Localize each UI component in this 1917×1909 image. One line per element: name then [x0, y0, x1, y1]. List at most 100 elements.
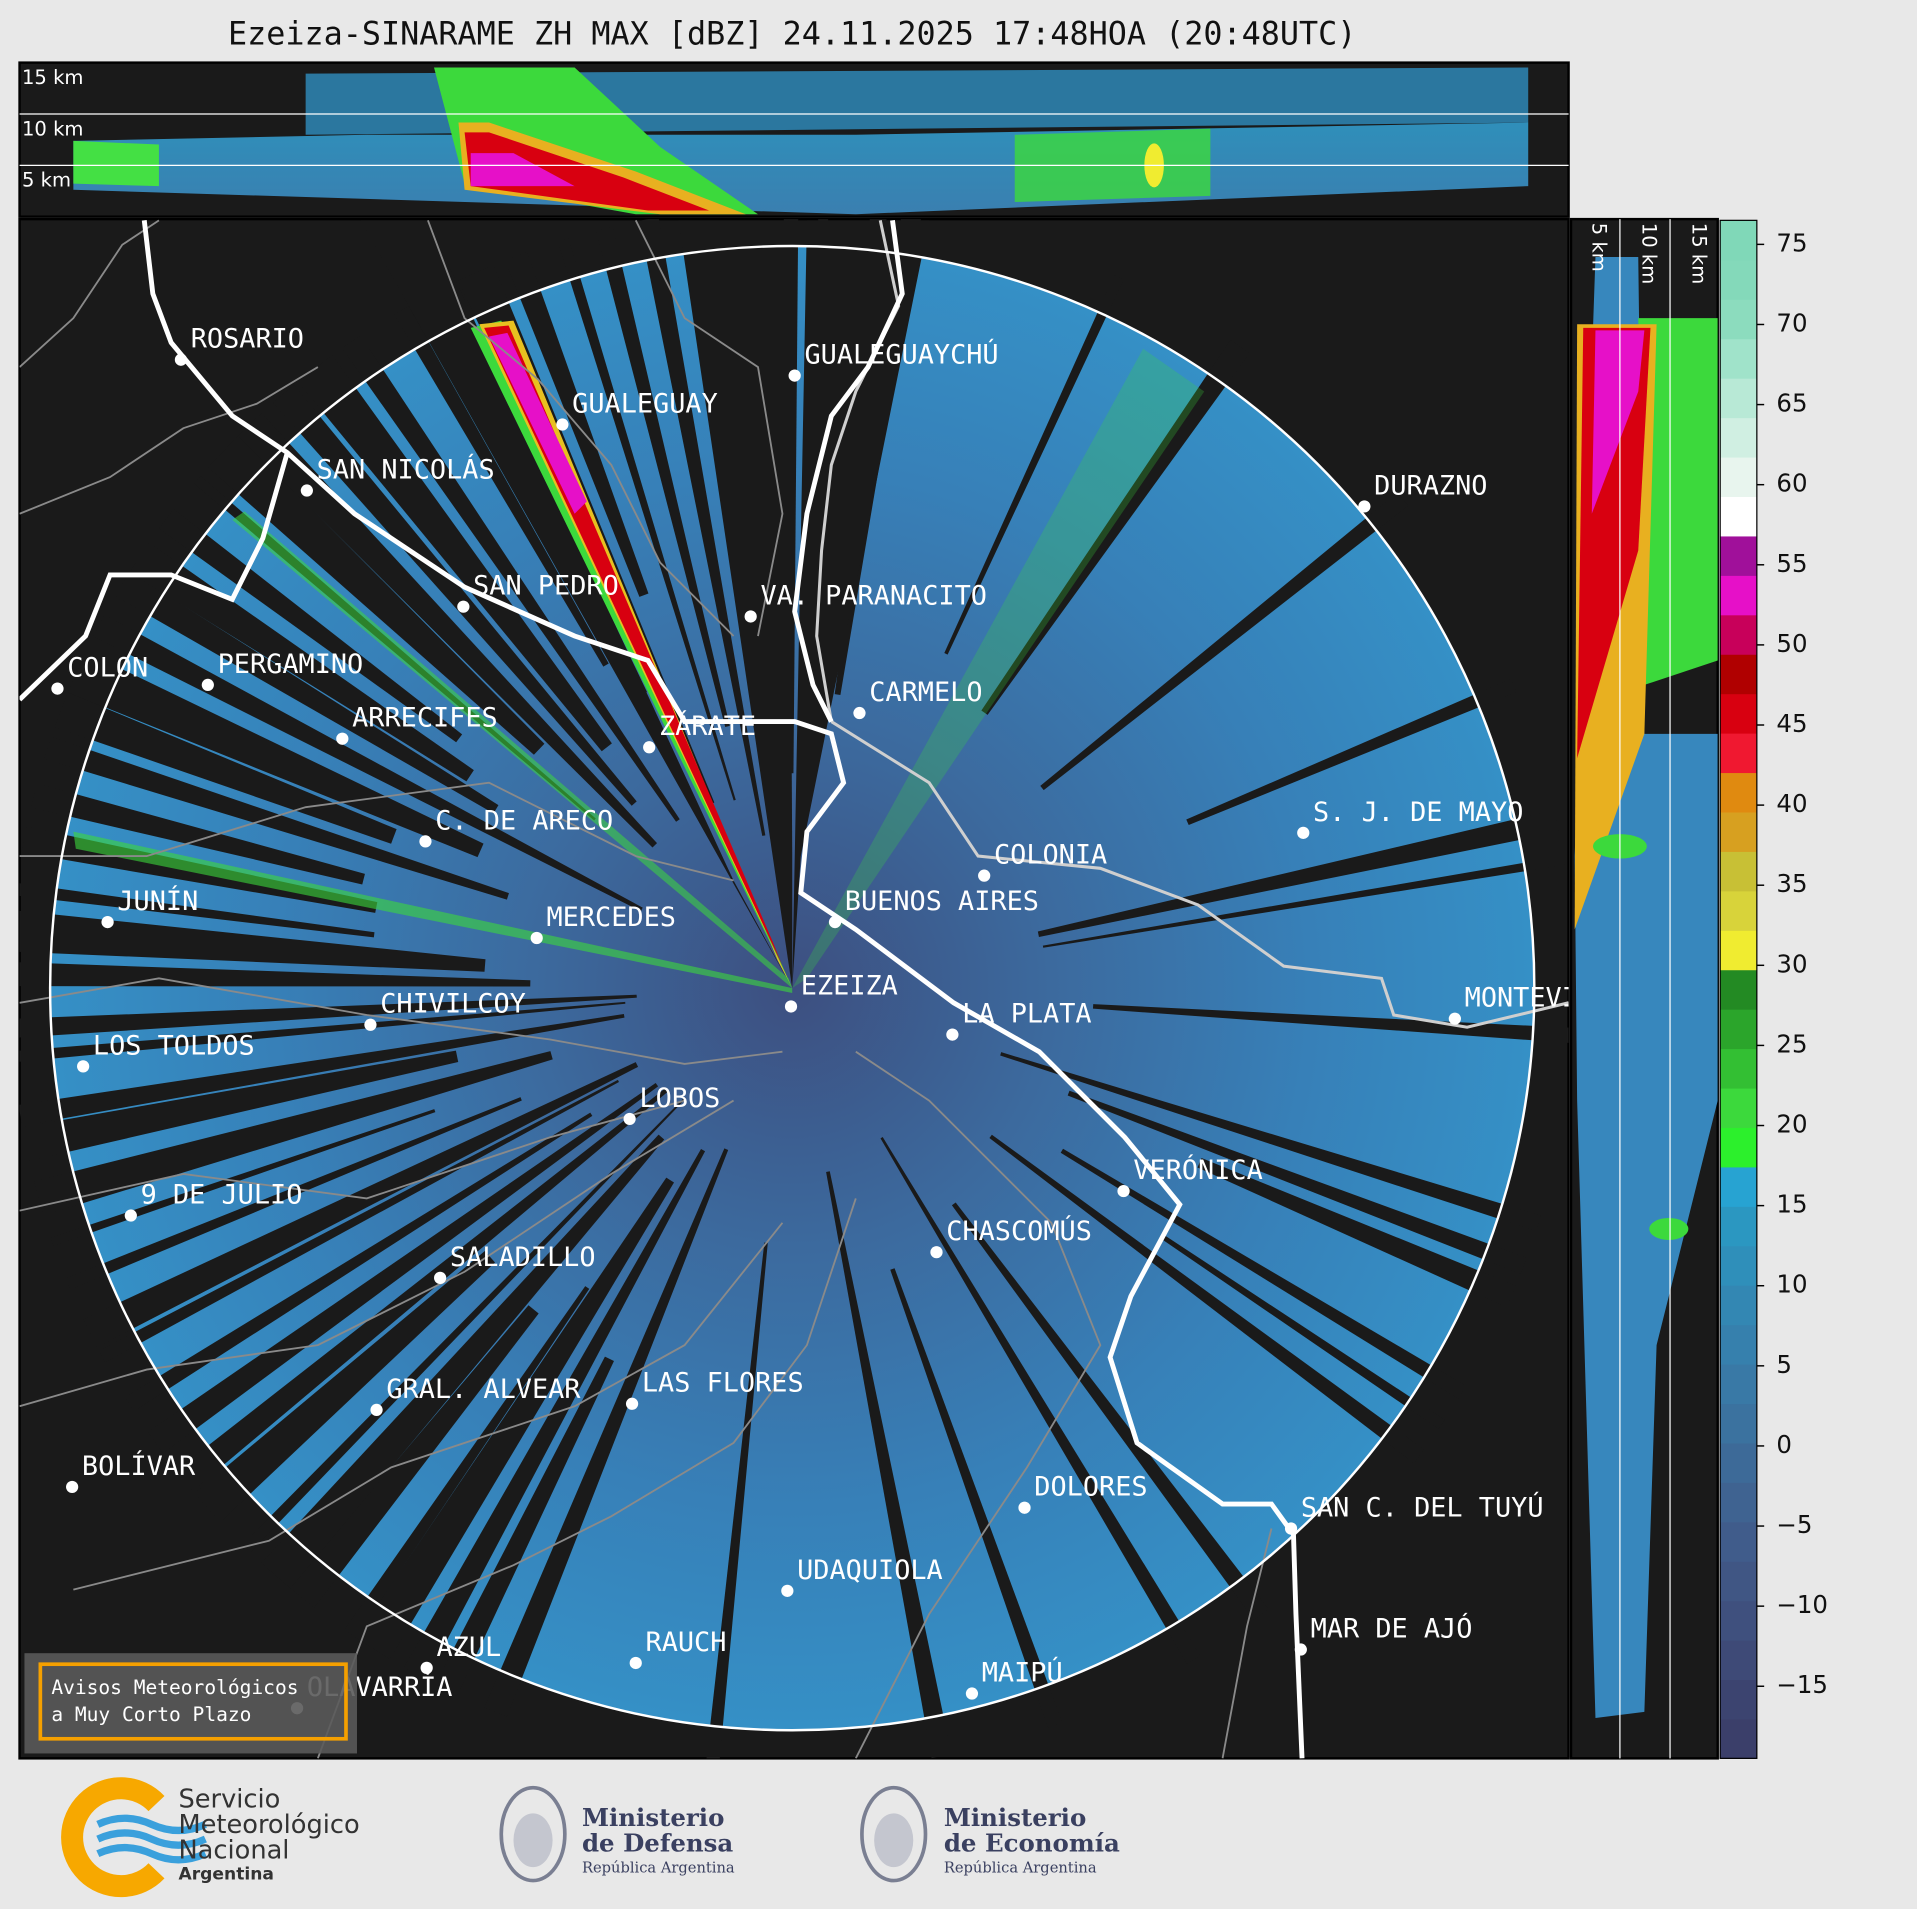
colorbar-tick-label: 40 — [1776, 789, 1807, 818]
logo-wave — [96, 1843, 207, 1864]
ray-gap — [115, 571, 499, 814]
city-dot — [101, 915, 114, 929]
ray-gap — [33, 1051, 553, 1216]
ray-gap — [242, 1097, 686, 1553]
ray-gap — [344, 1286, 590, 1638]
ray-gap — [1092, 1004, 1569, 1043]
city-dot — [643, 741, 656, 754]
colorbar-band — [1720, 259, 1757, 300]
city-dot — [174, 353, 188, 366]
coast-river — [141, 220, 1305, 1759]
city-label: EZEIZA — [801, 970, 898, 1001]
colorbar-band — [1720, 1009, 1757, 1050]
colorbar-band — [1720, 1127, 1757, 1168]
colorbar-band — [1720, 1640, 1757, 1681]
colorbar-tick-label: 20 — [1776, 1110, 1807, 1139]
city-dot — [419, 835, 432, 848]
colorbar-tick-label: 0 — [1776, 1430, 1792, 1459]
echo-green — [73, 831, 793, 994]
city-label: CHASCOMÚS — [946, 1215, 1092, 1247]
city-label: RAUCH — [646, 1627, 727, 1658]
colorbar-band — [1720, 1285, 1757, 1326]
city-dot — [556, 418, 569, 431]
echo-magenta — [1591, 330, 1645, 514]
cities: ROSARIO GUALEGUAYCHÚ GUALEGUAY SAN NICOLÁS D… — [51, 324, 1627, 1715]
notice-border[interactable] — [38, 1662, 348, 1741]
city-label: ZÁRATE — [659, 710, 756, 742]
city-dot — [420, 1661, 433, 1674]
colorbar-band — [1720, 1166, 1757, 1207]
border — [73, 1222, 784, 1591]
ray-gap — [129, 542, 474, 782]
city-label: MONTEVIDEO — [1465, 983, 1627, 1014]
ray-gap — [158, 508, 463, 743]
logo-text: Argentina — [178, 1864, 273, 1884]
city-dot — [300, 484, 313, 497]
city-label: 9 DE JULIO — [141, 1179, 303, 1210]
ray-gap — [19, 910, 486, 972]
city-label: UDAQUIOLA — [797, 1555, 943, 1586]
colorbar-band — [1720, 614, 1757, 655]
altitude-label: 5 km — [22, 169, 71, 192]
altitude-label: 10 km — [22, 117, 83, 140]
side-echo — [1574, 257, 1718, 1718]
top-echo — [73, 67, 1529, 215]
colorbar-frame — [1719, 219, 1758, 1759]
ray-gap — [30, 783, 365, 885]
ray-gap — [826, 1171, 952, 1759]
ray-gap — [678, 220, 793, 989]
ray-gap — [93, 614, 643, 912]
ray-gap — [194, 1250, 496, 1523]
border — [19, 977, 783, 1065]
ray-gap — [125, 1112, 593, 1412]
colorbar-tick-label: 55 — [1776, 549, 1807, 578]
colorbar-band — [1720, 1363, 1757, 1405]
border — [19, 366, 319, 515]
city-label: LA PLATA — [962, 999, 1091, 1030]
city-dot — [623, 1112, 636, 1126]
border — [634, 219, 784, 637]
echo-green — [73, 140, 159, 187]
city-dot — [370, 1403, 383, 1417]
colorbar-tick-label: 45 — [1776, 709, 1807, 738]
river — [792, 220, 905, 723]
city-label: LOBOS — [639, 1083, 720, 1114]
city-label: GUALEGUAYCHÚ — [804, 339, 998, 371]
ray-gap — [22, 1050, 459, 1161]
city-dot — [788, 369, 801, 382]
city-dot — [364, 1018, 377, 1031]
altitude-label: 15 km — [22, 66, 83, 89]
storm-magenta — [489, 332, 587, 514]
ray-gap — [1037, 809, 1559, 938]
city-label: SAN C. DEL TUYÚ — [1301, 1491, 1544, 1523]
logo-wave — [96, 1814, 207, 1835]
ray-gap — [83, 1062, 639, 1348]
ray-gap — [638, 219, 766, 836]
ray-gap — [394, 306, 609, 667]
defensa-logo: Ministerio de Defensa República Argentin… — [499, 1785, 735, 1883]
colorbar-band — [1720, 969, 1757, 1010]
colorbar-tick-label: 70 — [1776, 308, 1807, 337]
altitude-label: 15 km — [1688, 223, 1711, 284]
storm-red — [484, 325, 783, 967]
city-dot — [201, 678, 214, 692]
city-dot — [1018, 1501, 1031, 1514]
border — [317, 1198, 857, 1759]
ray-gap — [706, 1242, 768, 1759]
colorbar-tick-label: 15 — [1776, 1190, 1807, 1219]
logo-text: República Argentina — [582, 1859, 735, 1876]
logo-text: de Economía — [944, 1829, 1120, 1858]
ray-gap — [342, 335, 680, 822]
colorbar-band — [1720, 1718, 1757, 1759]
city-label: CHIVILCOY — [380, 989, 526, 1020]
city-label: CARMELO — [869, 677, 982, 708]
altitude-label: 5 km — [1587, 223, 1610, 272]
logo-emblem — [860, 1785, 928, 1883]
city-dot — [457, 600, 470, 613]
city-dot — [1358, 500, 1371, 513]
city-label: MAR DE AJÓ — [1311, 1612, 1473, 1644]
logo-text: Ministerio — [944, 1803, 1086, 1832]
ray-gap — [1040, 492, 1409, 791]
logo-emblem — [499, 1785, 567, 1883]
